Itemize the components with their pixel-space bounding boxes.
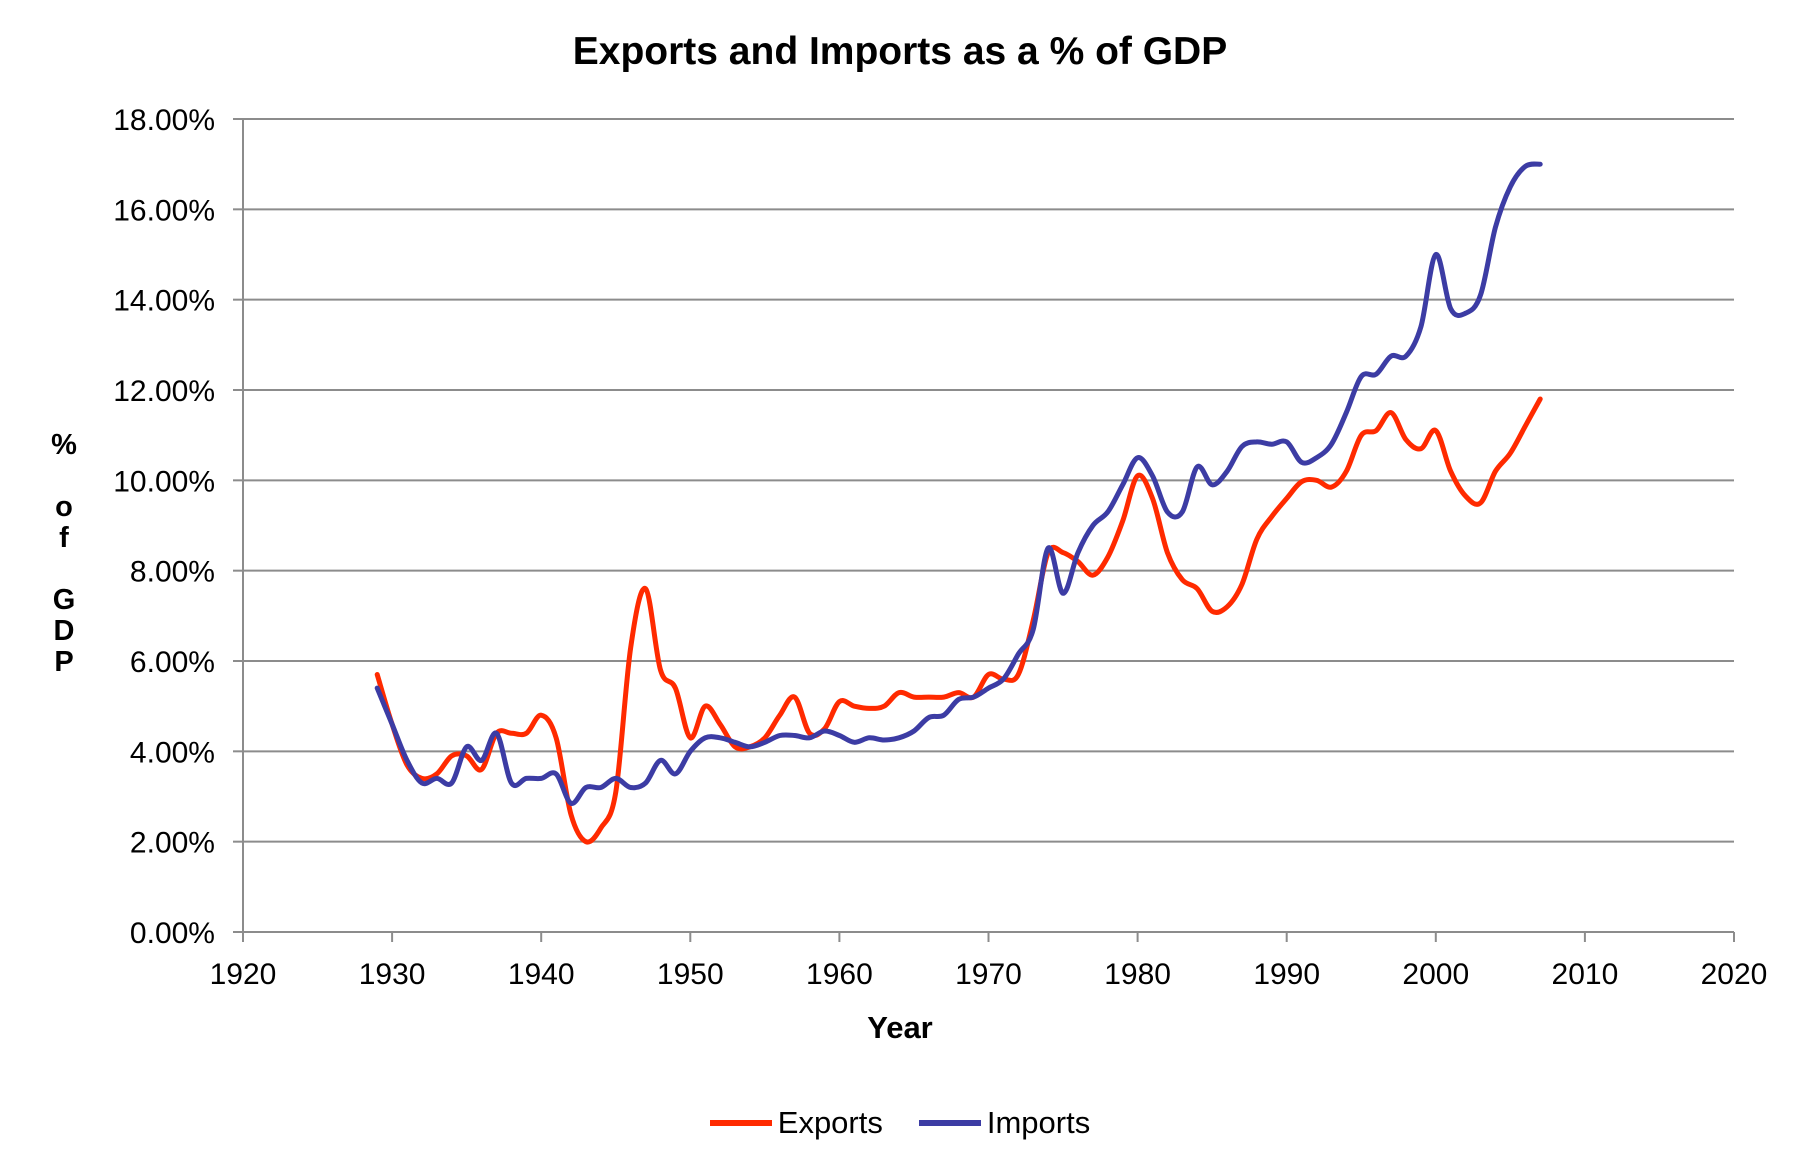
legend-swatch xyxy=(918,1120,981,1126)
legend-label: Imports xyxy=(986,1105,1091,1140)
legend-swatch xyxy=(709,1120,772,1126)
y-tick-label: 2.00% xyxy=(130,827,215,860)
legend-item-exports: Exports xyxy=(709,1105,883,1141)
x-tick-label: 2020 xyxy=(1701,958,1768,991)
y-tick-label: 10.00% xyxy=(113,465,215,498)
x-tick-label: 2000 xyxy=(1402,958,1469,991)
legend-item-imports: Imports xyxy=(918,1105,1091,1141)
y-tick-label: 0.00% xyxy=(130,917,215,950)
legend: Exports Imports xyxy=(0,1105,1800,1141)
y-axis-label-char: f xyxy=(59,522,69,554)
x-axis-label: Year xyxy=(867,1010,933,1045)
y-tick-label: 14.00% xyxy=(113,285,215,318)
y-axis-label-char: G xyxy=(52,584,76,616)
y-axis-label-char: P xyxy=(54,646,74,678)
x-tick-label: 1920 xyxy=(210,958,277,991)
x-tick-label: 2010 xyxy=(1552,958,1619,991)
legend-label: Exports xyxy=(777,1105,883,1140)
y-tick-label: 16.00% xyxy=(113,194,215,227)
x-tick-label: 1940 xyxy=(508,958,575,991)
y-axis-label-char: % xyxy=(51,429,77,461)
y-tick-label: 18.00% xyxy=(113,104,215,137)
x-tick-label: 1960 xyxy=(806,958,873,991)
y-axis-label-char: D xyxy=(53,615,75,647)
grid-layer xyxy=(243,118,1734,843)
series-layer xyxy=(374,161,1543,845)
y-tick-label: 4.00% xyxy=(130,736,215,769)
x-tick-label: 1970 xyxy=(955,958,1022,991)
series-line-imports xyxy=(374,161,1543,806)
y-axis-label-char: o xyxy=(55,491,73,523)
y-tick-label: 12.00% xyxy=(113,375,215,408)
chart-title: Exports and Imports as a % of GDP xyxy=(572,30,1228,73)
x-tick-label: 1950 xyxy=(657,958,724,991)
y-tick-label: 6.00% xyxy=(130,646,215,679)
x-tick-label: 1980 xyxy=(1104,958,1171,991)
x-tick-label: 1930 xyxy=(359,958,426,991)
x-tick-label: 1990 xyxy=(1253,958,1320,991)
y-tick-label: 8.00% xyxy=(130,556,215,589)
axis-layer: 0.00% 2.00% 4.00% 6.00% 8.00% 10.00% 12.00% 14.… xyxy=(113,104,1767,991)
series-line-exports xyxy=(374,396,1543,845)
